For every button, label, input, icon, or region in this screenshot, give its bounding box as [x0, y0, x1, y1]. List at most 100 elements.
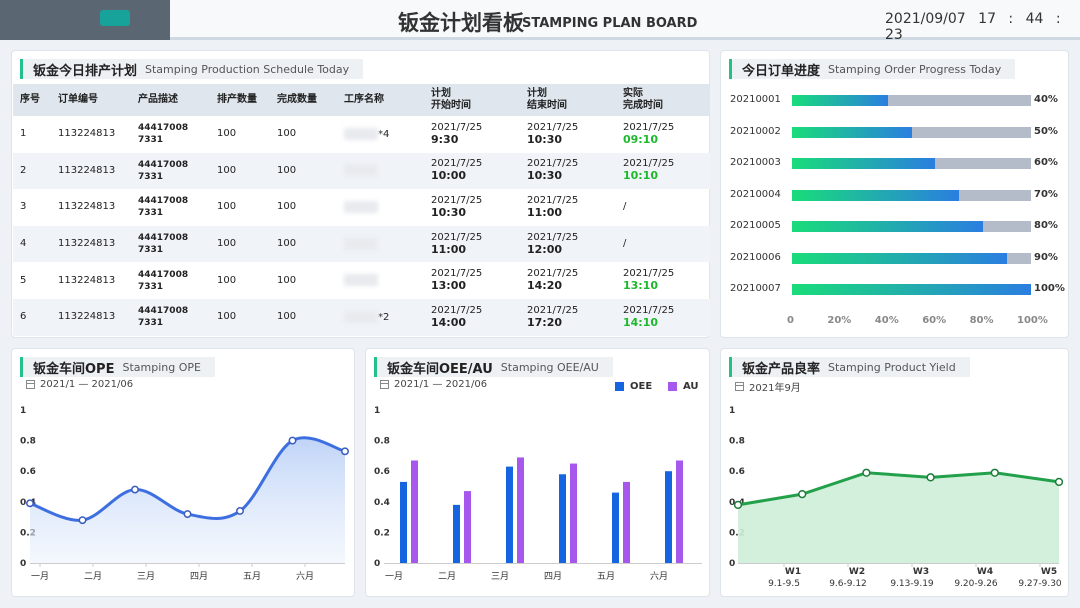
progress-percent: 90%: [1034, 251, 1058, 263]
oee-date-range: 2021/1 — 2021/06: [380, 379, 487, 390]
bar-au[interactable]: [676, 460, 683, 563]
progress-fill: [792, 189, 960, 201]
progress-order-id: 20210003: [730, 157, 781, 168]
y-tick-label: 0.8: [374, 437, 390, 447]
plan-start-time: 2021/7/25 14:00: [424, 298, 520, 336]
order-number: 113224813: [58, 201, 116, 213]
product-description: 44417008 7331: [131, 225, 210, 263]
process-name: [337, 262, 424, 299]
ope-point[interactable]: [236, 507, 244, 515]
yield-point[interactable]: [862, 468, 871, 477]
ope-point[interactable]: [131, 485, 139, 494]
table-row[interactable]: 4 113224813 44417008 7331 100 100 2021/7/25 11:…: [13, 225, 710, 263]
bar-au[interactable]: [570, 463, 577, 563]
bar-au[interactable]: [517, 457, 524, 563]
yield-area: [738, 472, 1059, 563]
y-tick-label: 0: [729, 559, 735, 569]
x-tick-label: 二月: [84, 571, 102, 582]
clock: 2021/09/07 17 : 44 : 23: [885, 11, 1080, 43]
product-description: 44417008 7331: [138, 123, 189, 146]
ope-point[interactable]: [26, 499, 34, 508]
logo-area: [0, 0, 170, 40]
table-row[interactable]: 2 113224813 44417008 7331 100 100 2021/7/25 10:…: [13, 152, 710, 190]
completed-quantity: 100: [270, 298, 337, 336]
x-tick-sublabel: 9.6-9.12: [829, 579, 867, 589]
y-tick-label: 0.2: [374, 528, 390, 538]
header-bar: 钣金计划看板 STAMPING PLAN BOARD 2021/09/07 17…: [0, 0, 1080, 43]
oee-title-zh: 钣金车间OEE/AU: [387, 361, 493, 377]
yield-point[interactable]: [1054, 477, 1064, 487]
actual-finish-time: 2021/7/25 10:10: [616, 152, 710, 190]
table-row[interactable]: 3 113224813 44417008 7331 100 100 2021/7/25 10:…: [13, 189, 710, 226]
ope-panel-title: 钣金车间OPE Stamping OPE: [20, 357, 215, 377]
column-header: 工序名称: [337, 84, 424, 116]
progress-fill: [792, 284, 1031, 295]
progress-panel: 今日订单进度 Stamping Order Progress Today 202…: [720, 50, 1069, 338]
ope-point[interactable]: [78, 516, 87, 525]
plan-end-time: 2021/7/25 12:00: [520, 225, 616, 263]
y-tick-label: 0: [374, 559, 380, 569]
x-tick-label: W2: [849, 567, 865, 577]
progress-axis-tick: 60%: [922, 315, 947, 326]
oee-date-text: 2021/1 — 2021/06: [394, 379, 488, 390]
completed-quantity: 100: [270, 225, 337, 263]
progress-percent: 60%: [1034, 157, 1058, 168]
plan-end-time: 2021/7/25 17:20: [520, 298, 616, 336]
clock-time: 17 : 44 : 23: [885, 11, 1061, 43]
legend-oee: OEE: [615, 381, 652, 392]
yield-point[interactable]: [926, 473, 935, 482]
bar-oee[interactable]: [612, 492, 619, 563]
progress-title-zh: 今日订单进度: [742, 63, 821, 79]
oee-panel: 钣金车间OEE/AU Stamping OEE/AU 2021/1 — 2021…: [365, 348, 710, 597]
x-tick-label: 四月: [190, 571, 208, 582]
bar-au[interactable]: [623, 481, 630, 563]
ope-point[interactable]: [341, 447, 349, 456]
table-row[interactable]: 6 113224813 44417008 7331 100 100 *2 2021/7/25 1…: [13, 298, 710, 336]
progress-order-id: 20210007: [730, 283, 781, 294]
yield-point[interactable]: [798, 490, 807, 499]
ope-point[interactable]: [288, 436, 297, 445]
ope-point[interactable]: [183, 510, 192, 518]
bar-oee[interactable]: [506, 466, 513, 563]
yield-point[interactable]: [990, 468, 999, 477]
x-tick-sublabel: 9.1-9.5: [768, 579, 800, 589]
calendar-icon: [26, 380, 35, 389]
yield-date-text: 2021年9月: [749, 383, 801, 394]
progress-track: [792, 189, 1031, 201]
column-header: 完成数量: [270, 84, 337, 116]
legend-au: AU: [668, 381, 699, 392]
table-row[interactable]: 5 113224813 44417008 7331 100 100 2021/7/25 13:…: [13, 262, 710, 299]
progress-axis-tick: 80%: [969, 315, 994, 326]
progress-order-id: 20210004: [730, 188, 781, 200]
yield-point[interactable]: [733, 500, 743, 510]
order-number: 113224813: [51, 152, 131, 190]
bar-oee[interactable]: [559, 474, 566, 563]
completed-quantity: 100: [277, 274, 297, 286]
process-name: *4: [337, 116, 424, 153]
progress-order-id: 20210005: [730, 220, 781, 231]
yield-line: [737, 471, 1060, 507]
bar-oee[interactable]: [400, 481, 407, 563]
scheduled-quantity: 100: [217, 201, 237, 213]
progress-panel-title: 今日订单进度 Stamping Order Progress Today: [729, 59, 1016, 79]
x-tick-label: 六月: [650, 570, 668, 582]
progress-axis-tick: 100%: [1017, 315, 1048, 326]
bar-oee[interactable]: [665, 471, 672, 563]
ope-date-range: 2021/1 — 2021/06: [26, 379, 133, 390]
ope-date-text: 2021/1 — 2021/06: [40, 379, 134, 390]
clock-date: 2021/09/07: [885, 11, 966, 27]
plan-start-time: 2021/7/25 13:00: [431, 268, 483, 293]
table-row[interactable]: 1 113224813 44417008 7331 100 100 *4 2021/7/25 9…: [13, 116, 710, 153]
y-tick-label: 1: [374, 406, 380, 416]
order-number: 113224813: [58, 274, 116, 286]
oee-title-en: Stamping OEE/AU: [500, 360, 599, 374]
bar-au[interactable]: [411, 460, 418, 563]
bar-au[interactable]: [464, 491, 471, 563]
y-tick-label: 0.8: [20, 437, 36, 447]
progress-track: [792, 284, 1031, 295]
progress-track: [792, 158, 1031, 169]
bar-oee[interactable]: [453, 504, 460, 563]
progress-track: [792, 95, 1031, 106]
column-header: 计划 开始时间: [424, 84, 520, 116]
x-tick-label: 五月: [243, 571, 261, 582]
